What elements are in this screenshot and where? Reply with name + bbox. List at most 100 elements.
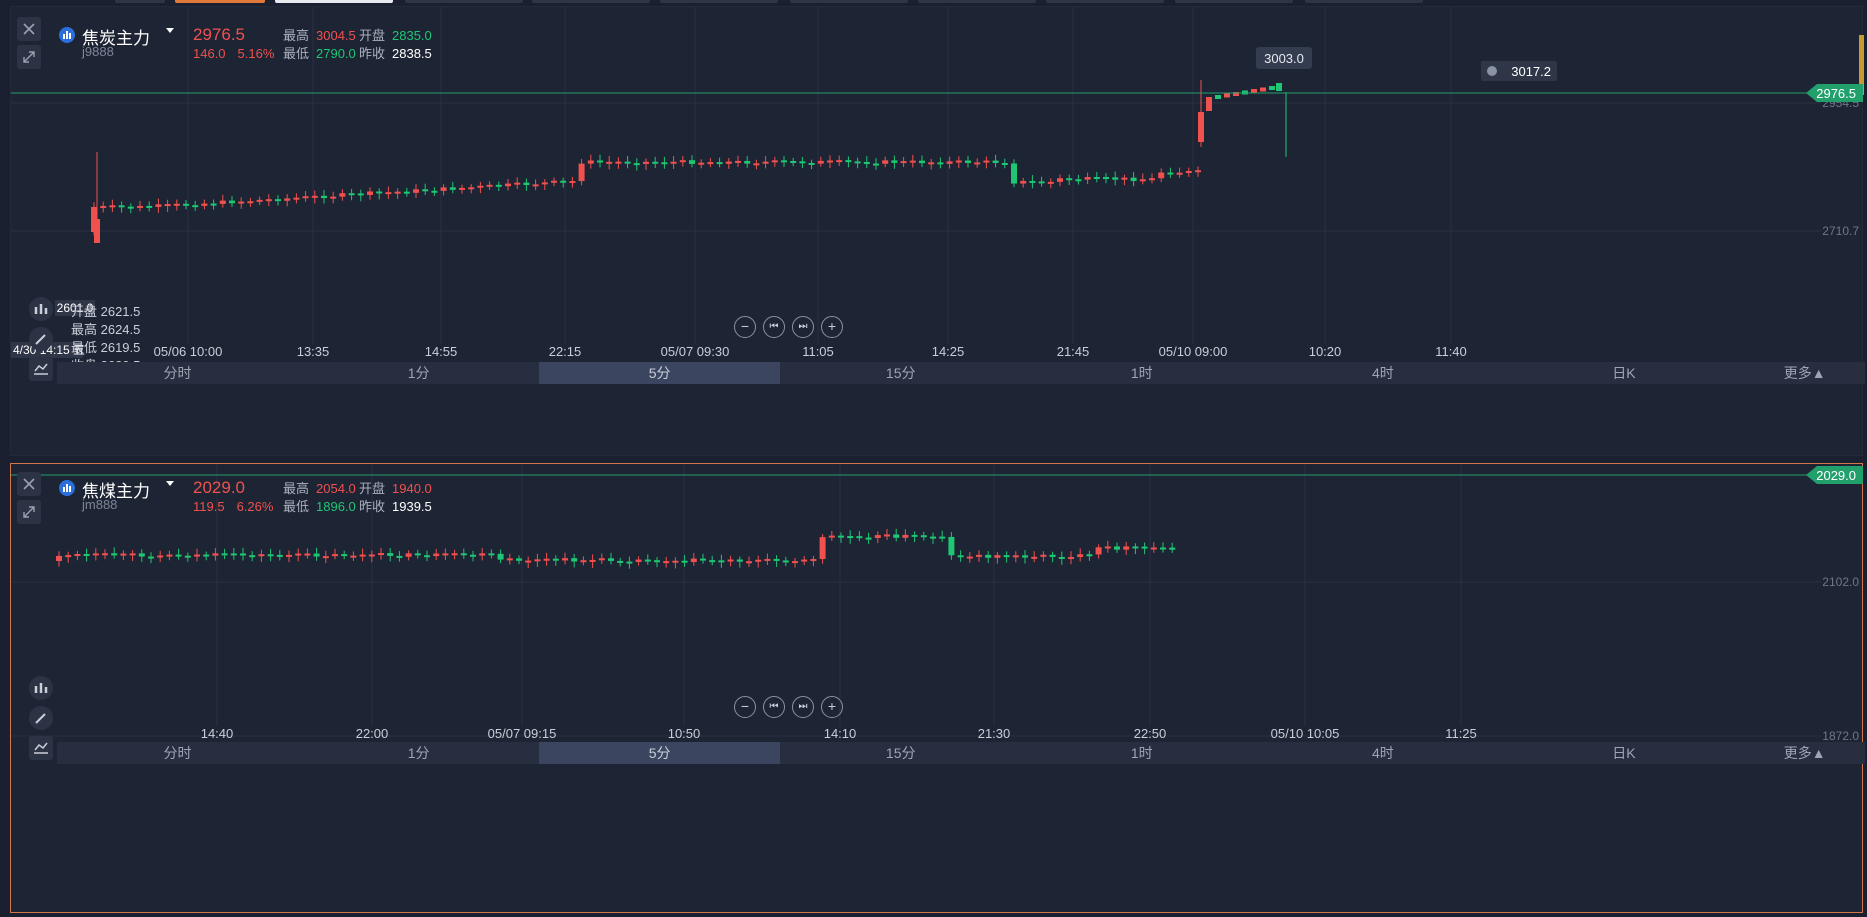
candle-body (100, 205, 107, 208)
skip-back-icon[interactable]: ⏮ (763, 316, 785, 338)
candle-body (1251, 89, 1257, 93)
candle-body (790, 161, 797, 164)
candle-body (348, 193, 355, 196)
candle-body (173, 203, 180, 206)
tab-daily[interactable]: 日K (1612, 365, 1636, 381)
alert-price-box (1481, 61, 1557, 81)
candlestick-chart[interactable]: 14:40 22:00 05/07 09:15 10:50 14:10 21:30 22:5… (11, 464, 1864, 914)
draw-pen-icon[interactable] (29, 706, 53, 730)
skip-forward-icon[interactable]: ⏭ (792, 696, 814, 718)
tab-1min[interactable]: 1分 (407, 745, 430, 761)
candle-body (229, 200, 235, 204)
candle-body (725, 161, 732, 164)
candle-body (403, 191, 410, 194)
candle-body (118, 205, 125, 208)
line-tool-icon[interactable] (29, 357, 53, 381)
line-tool-icon[interactable] (29, 736, 53, 760)
candle-body (817, 160, 824, 164)
candle-body (477, 185, 484, 188)
zoom-out-icon[interactable]: − (734, 696, 756, 718)
prev-close-label: 昨收 (359, 499, 386, 514)
candle-body (681, 560, 688, 563)
candle-body (764, 558, 771, 561)
candle-body (256, 199, 263, 202)
candle-body (976, 554, 982, 557)
candle-body (357, 193, 364, 196)
time-axis-label: 13:35 (297, 344, 330, 359)
candle-body (598, 558, 605, 561)
tab-more[interactable]: 更多▲ (1783, 745, 1826, 761)
candle-body (219, 200, 226, 204)
candle-body (965, 160, 971, 163)
symbol-name[interactable]: 焦煤主力 (82, 482, 150, 501)
tab-4hour[interactable]: 4时 (1371, 365, 1394, 381)
skip-back-icon[interactable]: ⏮ (763, 696, 785, 718)
candle-body (127, 206, 134, 209)
tab-5min[interactable]: 5分 (539, 742, 781, 764)
candle-body (1158, 172, 1165, 179)
expand-icon[interactable] (17, 500, 41, 524)
time-axis-label: 11:40 (1435, 344, 1467, 359)
candle-body (470, 554, 476, 557)
tab-1hour[interactable]: 1时 (1130, 745, 1153, 761)
draw-pen-icon[interactable] (29, 327, 53, 351)
symbol-name[interactable]: 焦炭主力 (82, 29, 150, 48)
candle-body (644, 559, 651, 562)
candle-body (597, 160, 603, 163)
tab-fenshi[interactable]: 分时 (163, 745, 192, 761)
chevron-down-icon[interactable] (166, 28, 174, 33)
candle-body (919, 160, 925, 164)
close-icon[interactable] (17, 472, 41, 496)
candle-body (1011, 163, 1017, 184)
candle-body (863, 161, 870, 164)
last-price: 2976.5 (193, 25, 245, 44)
tab-15min[interactable]: 15分 (885, 365, 916, 381)
zoom-in-icon[interactable]: + (821, 696, 843, 718)
zoom-in-icon[interactable]: + (821, 316, 843, 338)
indicator-icon[interactable] (29, 297, 53, 321)
time-axis-label: 14:40 (201, 726, 234, 741)
candle-body (819, 537, 826, 560)
candle-body (587, 160, 594, 164)
tooltip-low: 最低 2619.5 (71, 340, 141, 355)
right-scrollbar (1859, 35, 1864, 95)
alert-price: 3017.2 (1511, 64, 1551, 79)
time-axis-label: 21:30 (978, 726, 1011, 741)
price-axis-label: 2102.0 (1822, 575, 1859, 589)
close-icon[interactable] (17, 17, 41, 41)
tab-4hour[interactable]: 4时 (1371, 745, 1394, 761)
candle-body (652, 161, 659, 164)
time-axis-label: 22:00 (356, 726, 389, 741)
candle-body (1084, 177, 1091, 180)
candle-body (782, 560, 789, 563)
candle-body (212, 553, 219, 556)
zoom-out-icon[interactable]: − (734, 316, 756, 338)
candle-body (1233, 92, 1239, 96)
candle-body (1012, 555, 1019, 558)
candle-body (560, 180, 567, 183)
tab-fenshi[interactable]: 分时 (163, 365, 192, 381)
chevron-down-icon[interactable] (166, 481, 174, 486)
candlestick-chart[interactable]: 05/06 10:00 13:35 14:55 22:15 05/07 09:30 11:… (11, 7, 1864, 457)
candle-body (589, 559, 596, 562)
expand-icon[interactable] (17, 45, 41, 69)
candle-body (293, 197, 300, 200)
prev-close-field: 昨收 2838.5 (359, 43, 432, 62)
tab-5min[interactable]: 5分 (539, 362, 781, 384)
tab-more[interactable]: 更多▲ (1783, 365, 1826, 381)
candle-body (286, 554, 292, 557)
tooltip-open: 开盘 2621.5 (71, 304, 141, 319)
tab-15min[interactable]: 15分 (885, 745, 916, 761)
time-axis-label: 14:25 (932, 344, 965, 359)
period-tabs: 分时 1分 5分 15分 1时 4时 日K 更多▲ (57, 742, 1865, 764)
candle-body (562, 558, 568, 561)
indicator-icon[interactable] (29, 676, 53, 700)
tab-1hour[interactable]: 1时 (1130, 365, 1153, 381)
candle-body (992, 160, 999, 164)
tab-daily[interactable]: 日K (1612, 745, 1636, 761)
candle-body (1150, 547, 1157, 550)
skip-forward-icon[interactable]: ⏭ (792, 316, 814, 338)
current-price-tag (1806, 84, 1863, 102)
candle-body (321, 195, 327, 199)
tab-1min[interactable]: 1分 (407, 365, 430, 381)
